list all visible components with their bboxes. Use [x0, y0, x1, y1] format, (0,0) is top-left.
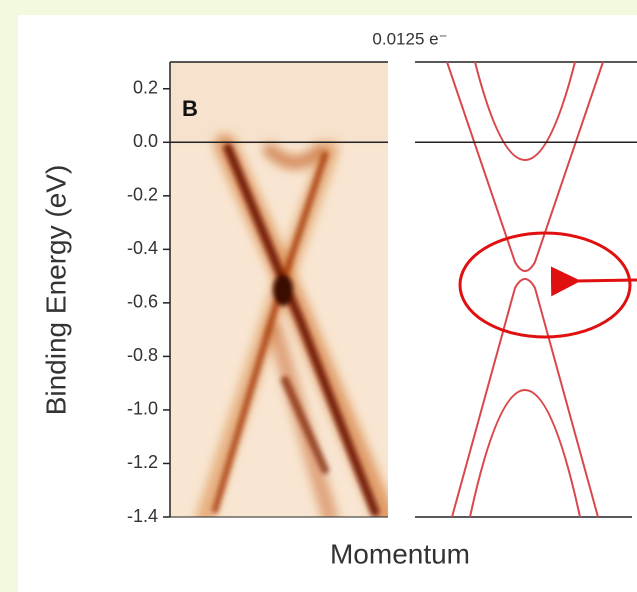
- y-tick-label: -0.2: [127, 185, 158, 205]
- x-axis-label: Momentum: [330, 538, 470, 569]
- panel-label: B: [182, 96, 198, 121]
- y-tick-label: 0.2: [133, 78, 158, 98]
- y-tick-label: -1.0: [127, 399, 158, 419]
- y-tick-label: -0.4: [127, 238, 158, 258]
- y-tick-label: -0.6: [127, 292, 158, 312]
- y-tick-label: -0.8: [127, 345, 158, 365]
- arrow: [575, 280, 637, 281]
- y-tick-label: 0.0: [133, 131, 158, 151]
- y-tick-label: -1.2: [127, 452, 158, 472]
- arpes-image: [170, 62, 388, 517]
- figure: 0.0125 e⁻ B Binding Energy (eV) Momentum…: [0, 0, 637, 592]
- y-axis-label: Binding Energy (eV): [40, 165, 71, 416]
- chart-title: 0.0125 e⁻: [372, 29, 447, 48]
- y-tick-label: -1.4: [127, 506, 158, 526]
